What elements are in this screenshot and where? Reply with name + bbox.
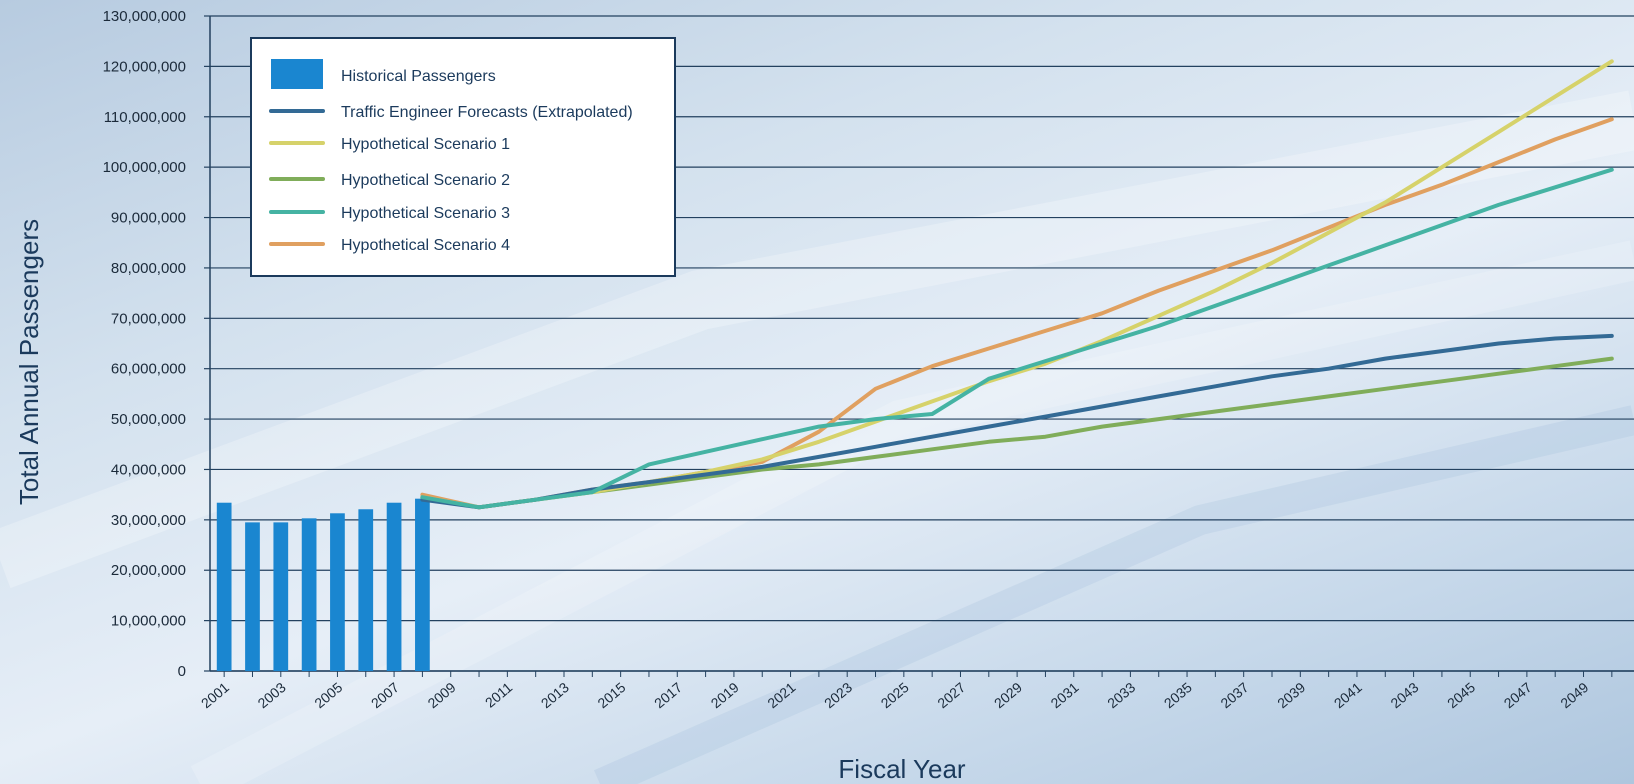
x-axis-title: Fiscal Year [838, 754, 966, 784]
bar-historical-2005 [330, 513, 345, 671]
x-tick-label: 2011 [482, 679, 516, 711]
y-tick-label: 20,000,000 [111, 562, 186, 579]
y-tick-label: 80,000,000 [111, 260, 186, 277]
x-tick-label: 2001 [198, 679, 232, 711]
y-tick-label: 90,000,000 [111, 210, 186, 227]
x-tick-label: 2027 [934, 679, 968, 711]
y-tick-label: 50,000,000 [111, 411, 186, 428]
bar-historical-2003 [273, 522, 289, 671]
x-tick-label: 2047 [1501, 679, 1535, 711]
x-tick-label: 2045 [1444, 679, 1478, 711]
x-tick-label: 2049 [1557, 679, 1591, 711]
y-tick-label: 10,000,000 [111, 613, 186, 630]
y-tick-label: 0 [178, 663, 186, 680]
x-tick-label: 2043 [1387, 679, 1421, 711]
x-tick-label: 2029 [991, 679, 1025, 711]
background-texture [0, 90, 1634, 784]
legend-swatch-historical [271, 59, 323, 89]
x-tick-label: 2025 [878, 679, 912, 711]
axes [209, 16, 1634, 672]
legend: Historical Passengers Traffic Engineer Fo… [250, 37, 676, 277]
y-tick-label: 120,000,000 [103, 58, 186, 75]
y-tick-label: 110,000,000 [104, 109, 186, 126]
legend-label-series-5: Hypothetical Scenario 4 [341, 237, 510, 254]
bar-historical-2006 [358, 509, 374, 671]
bar-historical-2002 [245, 522, 260, 671]
historical-bars [216, 498, 430, 671]
legend-label-series-3: Hypothetical Scenario 2 [341, 172, 510, 189]
y-tick-label: 130,000,000 [103, 8, 186, 25]
series-line-4 [420, 167, 1614, 510]
x-tick-label: 2033 [1104, 679, 1138, 711]
bar-historical-2008 [415, 498, 430, 671]
legend-label-series-4: Hypothetical Scenario 3 [341, 205, 510, 222]
x-tick-label: 2037 [1217, 679, 1251, 711]
series-line-1 [420, 333, 1614, 510]
bar-historical-2004 [301, 518, 317, 671]
legend-label-series-1: Traffic Engineer Forecasts (Extrapolated… [341, 104, 633, 121]
y-tick-label: 100,000,000 [103, 159, 186, 176]
x-tick-label: 2015 [594, 679, 628, 711]
bar-historical-2007 [386, 502, 402, 671]
x-tick-label: 2003 [255, 679, 289, 711]
x-tick-label: 2041 [1331, 679, 1365, 711]
x-tick-label: 2031 [1048, 679, 1082, 711]
y-tick-label: 70,000,000 [111, 310, 186, 327]
y-tick-label: 60,000,000 [111, 361, 186, 378]
legend-label-historical: Historical Passengers [341, 68, 496, 85]
y-axis-title: Total Annual Passengers [14, 219, 44, 505]
x-tick-label: 2013 [538, 679, 572, 711]
series-lines [420, 59, 1614, 510]
x-tick-label: 2019 [708, 679, 742, 711]
y-tick-label: 30,000,000 [111, 512, 186, 529]
x-tick-label: 2035 [1161, 679, 1195, 711]
y-tick-label: 40,000,000 [111, 461, 186, 478]
x-tick-label: 2039 [1274, 679, 1308, 711]
y-axis-ticks: 0 10,000,000 20,000,000 30,000,000 40,000,00… [103, 8, 210, 680]
x-tick-label: 2017 [651, 679, 685, 711]
legend-label-series-2: Hypothetical Scenario 1 [341, 136, 510, 153]
bar-historical-2001 [216, 502, 232, 671]
